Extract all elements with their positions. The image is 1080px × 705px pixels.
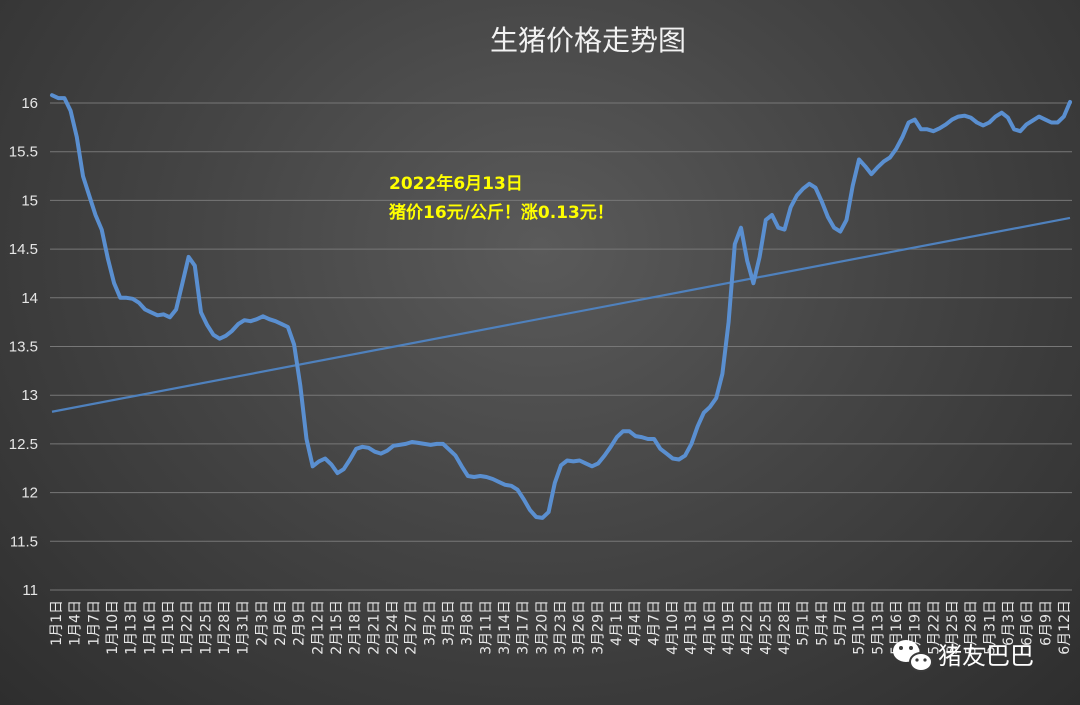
watermark: 猪友巴巴 bbox=[893, 640, 1034, 672]
x-tick-label: 4月4日 bbox=[628, 600, 644, 646]
x-tick-label: 1月4日 bbox=[68, 600, 84, 646]
y-tick-label: 13.5 bbox=[9, 339, 38, 356]
x-tick-label: 5月22日 bbox=[926, 600, 942, 655]
x-tick-label: 5月19日 bbox=[908, 600, 924, 655]
x-tick-label: 4月19日 bbox=[721, 600, 737, 655]
wechat-icon bbox=[893, 640, 933, 672]
x-tick-label: 5月7日 bbox=[833, 600, 849, 646]
y-axis-ticks: 11 11.5 12 12.5 13 13.5 14 14.5 15 15.5 16 bbox=[9, 95, 38, 599]
x-tick-label: 5月4日 bbox=[814, 600, 830, 646]
x-tick-label: 3月5日 bbox=[441, 600, 457, 646]
y-tick-label: 16 bbox=[21, 95, 38, 112]
x-tick-label: 3月2日 bbox=[422, 600, 438, 646]
x-tick-label: 2月9日 bbox=[292, 600, 308, 646]
x-tick-label: 4月10日 bbox=[665, 600, 681, 655]
x-tick-label: 1月1日 bbox=[49, 600, 65, 646]
x-tick-label: 2月27日 bbox=[404, 600, 420, 655]
x-tick-label: 4月16日 bbox=[702, 600, 718, 655]
x-tick-label: 2月3日 bbox=[254, 600, 270, 646]
y-tick-label: 11.5 bbox=[10, 533, 38, 550]
y-tick-label: 15.5 bbox=[9, 144, 38, 161]
x-tick-label: 4月25日 bbox=[758, 600, 774, 655]
x-tick-label: 4月22日 bbox=[740, 600, 756, 655]
x-tick-label: 3月26日 bbox=[572, 600, 588, 655]
x-tick-label: 1月19日 bbox=[161, 600, 177, 655]
x-tick-label: 5月13日 bbox=[870, 600, 886, 655]
x-tick-label: 5月25日 bbox=[945, 600, 961, 655]
trend-line bbox=[51, 216, 1071, 413]
x-tick-label: 2月18日 bbox=[348, 600, 364, 655]
x-tick-label: 1月7日 bbox=[86, 600, 102, 646]
x-tick-label: 3月29日 bbox=[590, 600, 606, 655]
watermark-text: 猪友巴巴 bbox=[938, 642, 1034, 670]
x-tick-label: 2月24日 bbox=[385, 600, 401, 655]
x-tick-label: 6月6日 bbox=[1020, 600, 1036, 646]
x-tick-label: 5月31日 bbox=[982, 600, 998, 655]
y-tick-label: 12 bbox=[21, 485, 38, 502]
x-tick-label: 2月6日 bbox=[273, 600, 289, 646]
x-tick-label: 4月13日 bbox=[684, 600, 700, 655]
x-tick-label: 2月15日 bbox=[329, 600, 345, 655]
y-tick-label: 11 bbox=[22, 582, 38, 599]
x-tick-label: 6月9日 bbox=[1038, 600, 1054, 646]
x-tick-label: 4月28日 bbox=[777, 600, 793, 655]
x-tick-label: 3月20日 bbox=[534, 600, 550, 655]
x-tick-label: 1月16日 bbox=[142, 600, 158, 655]
x-tick-label: 1月25日 bbox=[198, 600, 214, 655]
x-tick-label: 6月3日 bbox=[1001, 600, 1017, 646]
x-tick-label: 1月28日 bbox=[217, 600, 233, 655]
x-tick-label: 4月7日 bbox=[646, 600, 662, 646]
y-tick-label: 14 bbox=[21, 290, 38, 307]
y-tick-label: 14.5 bbox=[9, 241, 38, 258]
x-tick-label: 1月31日 bbox=[236, 600, 252, 655]
annotation-date: 2022年6月13日 bbox=[389, 173, 523, 194]
x-tick-label: 1月13日 bbox=[124, 600, 140, 655]
x-tick-label: 5月10日 bbox=[852, 600, 868, 655]
x-tick-label: 3月14日 bbox=[497, 600, 513, 655]
x-tick-label: 4月1日 bbox=[609, 600, 625, 646]
y-tick-label: 13 bbox=[21, 387, 38, 404]
x-tick-label: 6月12日 bbox=[1057, 600, 1073, 655]
y-tick-label: 15 bbox=[21, 192, 38, 209]
x-tick-label: 3月23日 bbox=[553, 600, 569, 655]
x-tick-label: 2月21日 bbox=[366, 600, 382, 655]
x-tick-label: 3月17日 bbox=[516, 600, 532, 655]
x-axis-ticks: 1月1日 1月4日 1月7日 1月10日 1月13日 1月16日 1月19日 1月22日 1月2… bbox=[49, 600, 1073, 655]
price-line bbox=[50, 93, 1072, 520]
x-tick-label: 5月28日 bbox=[964, 600, 980, 655]
x-tick-label: 5月1日 bbox=[796, 600, 812, 646]
x-tick-label: 3月8日 bbox=[460, 600, 476, 646]
x-tick-label: 3月11日 bbox=[478, 600, 494, 655]
x-tick-label: 1月22日 bbox=[180, 600, 196, 655]
chart-title: 生猪价格走势图 bbox=[490, 24, 686, 57]
x-tick-label: 1月10日 bbox=[105, 600, 121, 655]
y-tick-label: 12.5 bbox=[9, 436, 38, 453]
annotation-price: 猪价16元/公斤！涨0.13元！ bbox=[389, 202, 614, 223]
x-tick-label: 2月12日 bbox=[310, 600, 326, 655]
gridlines bbox=[50, 102, 1072, 591]
